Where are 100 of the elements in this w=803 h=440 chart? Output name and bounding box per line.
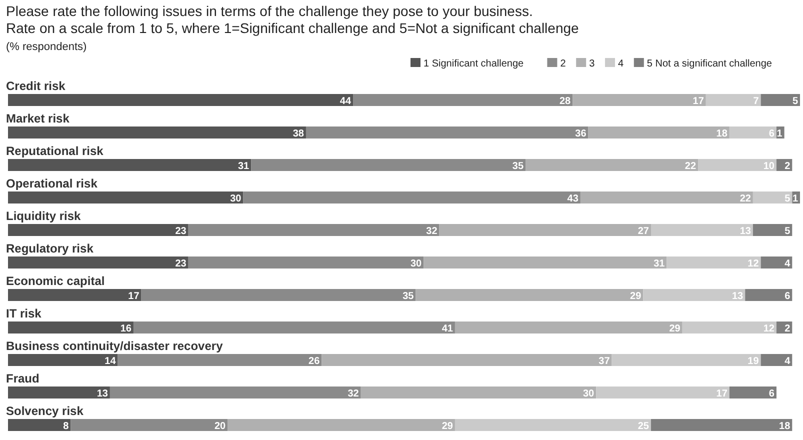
data-label: 27 <box>638 226 650 237</box>
bar <box>118 354 322 366</box>
y-tick-label: Liquidity risk <box>6 209 82 223</box>
data-label: 14 <box>104 356 116 367</box>
bar <box>745 289 792 301</box>
bar <box>8 192 244 204</box>
bar <box>682 322 776 334</box>
data-label: 18 <box>716 128 728 140</box>
data-label: 38 <box>292 128 304 140</box>
data-label: 20 <box>214 421 226 432</box>
bar <box>8 289 142 301</box>
y-tick-label: Credit risk <box>6 79 66 93</box>
bar <box>572 94 706 106</box>
bar <box>306 126 588 138</box>
y-tick-label: Market risk <box>6 112 70 126</box>
bar <box>651 419 792 431</box>
bar <box>8 126 306 138</box>
data-label: 13 <box>96 388 108 400</box>
data-label: 29 <box>442 421 454 432</box>
bar <box>580 192 753 204</box>
data-label: 22 <box>740 194 752 204</box>
bar <box>416 289 644 301</box>
data-label: 16 <box>120 324 132 334</box>
data-label: 28 <box>559 96 572 107</box>
data-label: 35 <box>512 161 524 172</box>
data-label: 29 <box>630 291 642 302</box>
y-tick-label: Regulatory risk <box>6 242 94 256</box>
text: (% respondents) <box>6 41 87 53</box>
y-tick-label: Reputational risk <box>6 144 104 158</box>
data-label: 5 <box>792 96 798 107</box>
bar <box>8 224 188 236</box>
y-tick-label: IT risk <box>6 306 42 320</box>
bar <box>729 126 776 138</box>
data-label: 5 <box>784 226 791 237</box>
data-label: 30 <box>410 258 422 270</box>
legend-label: 1 Significant challenge <box>424 58 524 70</box>
data-label: 8 <box>63 421 70 432</box>
bar <box>8 94 354 106</box>
bar <box>760 354 792 366</box>
y-tick-label: Fraud <box>6 372 40 386</box>
bar <box>141 289 416 301</box>
data-label: 29 <box>669 324 681 334</box>
bar <box>752 224 792 236</box>
bar <box>454 322 682 334</box>
data-label: 31 <box>238 161 250 172</box>
bar <box>698 159 776 171</box>
bar <box>588 126 730 138</box>
bar <box>133 322 455 334</box>
data-label: 35 <box>402 291 414 302</box>
data-label: 23 <box>175 258 187 270</box>
data-label: 36 <box>575 128 587 140</box>
data-label: 43 <box>567 194 579 204</box>
data-label: 23 <box>175 226 187 237</box>
data-label: 32 <box>348 388 360 400</box>
y-tick-label: Operational risk <box>6 176 98 190</box>
bar <box>322 354 612 366</box>
bar <box>729 386 776 398</box>
data-label: 26 <box>308 356 320 367</box>
bar <box>360 386 596 398</box>
data-label: 22 <box>684 161 696 172</box>
bar <box>424 256 667 268</box>
data-label: 18 <box>779 421 791 432</box>
bar <box>228 419 455 431</box>
bar <box>8 159 252 171</box>
data-label: 32 <box>426 226 438 237</box>
data-label: 31 <box>654 258 666 270</box>
bar <box>251 159 526 171</box>
chart-subtitle: Rate on a scale from 1 to 5, where 1=Significant challenge and 5=Not a significant challenge <box>6 20 580 36</box>
bar <box>651 224 753 236</box>
chart-title: Please rate the following issues in terms of the challenge they pose to your business. <box>6 3 533 19</box>
bar <box>70 419 228 431</box>
data-label: 6 <box>768 388 775 400</box>
data-label: 2 <box>784 161 791 172</box>
bar <box>612 354 761 366</box>
bar <box>596 386 730 398</box>
bar <box>188 256 424 268</box>
legend-label: 2 <box>560 58 566 70</box>
legend-label: 4 <box>618 58 624 70</box>
data-label: 30 <box>230 194 242 204</box>
data-label: 41 <box>442 324 454 334</box>
data-label: 4 <box>784 258 791 270</box>
bar <box>110 386 361 398</box>
data-label: 4 <box>784 356 791 367</box>
legend-label: 3 <box>589 58 596 70</box>
y-tick-label: Economic capital <box>6 274 105 288</box>
data-label: 6 <box>784 291 791 302</box>
bar <box>8 354 118 366</box>
bar <box>760 94 800 106</box>
bar <box>353 94 573 106</box>
legend-label: 5 Not a significant challenge <box>646 58 772 70</box>
data-label: 17 <box>692 96 704 107</box>
y-tick-label: Solvency risk <box>6 404 84 418</box>
bar <box>706 94 761 106</box>
data-label: 1 <box>776 128 783 140</box>
bar <box>454 419 652 431</box>
bar <box>8 386 110 398</box>
data-label: 44 <box>340 96 352 107</box>
data-label: 37 <box>598 356 610 367</box>
bar <box>188 224 440 236</box>
bar <box>8 322 134 334</box>
